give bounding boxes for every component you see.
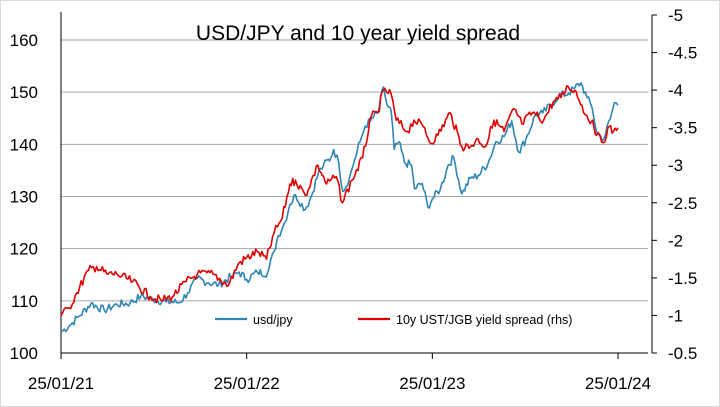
left-tick-label: 110 [11,292,38,311]
right-tick-label: -1 [668,306,683,325]
x-tick-label: 25/01/22 [214,374,280,393]
left-tick-label: 140 [10,135,38,154]
series-lines [60,82,619,333]
x-tick-label: 25/01/24 [585,374,651,393]
right-tick-label: -4.5 [668,44,697,63]
x-tick-label: 25/01/23 [399,374,465,393]
left-tick-label: 160 [10,31,38,50]
legend-label: usd/jpy [253,313,293,327]
right-tick-label: -5 [668,6,683,25]
left-tick-label: 150 [10,83,38,102]
right-tick-label: -3.5 [668,119,697,138]
right-tick-label: -2.5 [668,194,697,213]
right-tick-label: -3 [668,156,683,175]
left-tick-label: 130 [10,188,38,207]
left-tick-label: 120 [10,240,38,259]
legend: usd/jpy 10y UST/JGB yield spread (rhs) [215,313,572,327]
right-tick-label: -4 [668,81,683,100]
chart-title: USD/JPY and 10 year yield spread [196,22,520,45]
left-tick-label: 100 [10,344,38,363]
usdjpy-series-line [60,82,619,333]
yield-spread-series-line [60,85,619,316]
right-tick-label: -0.5 [668,344,697,363]
legend-label: 10y UST/JGB yield spread (rhs) [396,313,572,327]
right-tick-label: -2 [668,231,683,250]
axes: 100 110 120 130 140 150 160 -0.5 -1 -1.5 -2 -2.5 -3 -… [10,6,698,393]
right-tick-label: -1.5 [668,269,697,288]
x-tick-label: 25/01/21 [28,374,94,393]
gridlines [61,39,648,302]
